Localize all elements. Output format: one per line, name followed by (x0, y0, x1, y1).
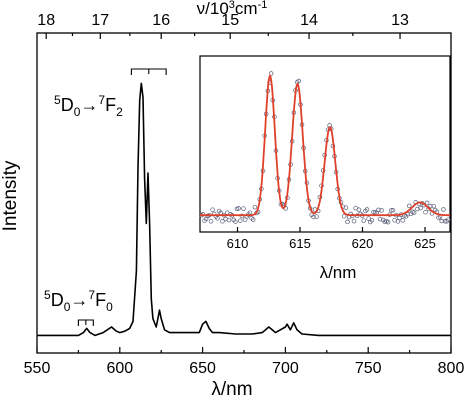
top-tick-label: 15 (221, 12, 239, 29)
inset-x-tick-label: 615 (289, 236, 311, 251)
inset-data-point (406, 203, 412, 209)
inset-data-point (343, 205, 349, 210)
inset-data-point (431, 203, 436, 209)
spectrum-line (37, 82, 451, 337)
inset-data-point (233, 219, 238, 224)
inset-data-point (441, 207, 446, 212)
top-tick-label: 16 (152, 12, 170, 29)
x-tick-label: 800 (438, 360, 465, 377)
inset-data-point (445, 217, 451, 222)
inset-data-point (314, 214, 319, 219)
x-tick-label: 600 (106, 360, 133, 377)
x-tick-label: 650 (189, 360, 216, 377)
inset-data-point (428, 204, 433, 209)
inset-data-point (376, 207, 381, 213)
x-tick-label: 700 (272, 360, 299, 377)
inset-data-point (237, 218, 243, 223)
inset-data-point (385, 219, 391, 225)
inset-data-point (268, 71, 274, 76)
inset-data-point (415, 206, 420, 212)
x-tick-label: 550 (24, 360, 51, 377)
inset-data-point (226, 217, 232, 223)
inset-x-tick-label: 625 (414, 236, 436, 251)
main-plot-group: 550 600 650 700 750 800 18 17 16 15 14 13 (24, 12, 465, 377)
inset-data-point (390, 207, 396, 213)
inset-data-point (296, 78, 301, 84)
inset-data-point (341, 213, 347, 219)
transition-label-f0: 5D0→7F0 (44, 288, 113, 314)
inset-x-tick-label: 620 (352, 236, 374, 251)
inset-data-point (395, 219, 401, 224)
inset-data-point (418, 205, 423, 211)
inset-data-point (371, 209, 376, 215)
inset-data-point (220, 219, 225, 224)
inset-data-point (250, 217, 256, 222)
inset-data-point (400, 218, 405, 223)
inset-data-point (377, 216, 383, 222)
inset-data-point (379, 208, 384, 213)
top-axis-label: ν/103cm-1 (197, 0, 268, 18)
inset-data-point (369, 217, 375, 223)
inset-data-point (236, 206, 241, 211)
inset-data-point (241, 206, 246, 211)
inset-data-point (389, 208, 394, 213)
inset-data-point (364, 207, 370, 212)
inset-x-axis-label: λ/nm (320, 263, 357, 282)
inset-data-point (411, 210, 417, 215)
inset-data-point (208, 219, 214, 224)
inset-plot-group: 610 615 620 625 (199, 71, 451, 251)
inset-data-point (210, 207, 215, 212)
inset-data-point (345, 219, 350, 225)
x-tick-label: 750 (355, 360, 382, 377)
inset-data-point (439, 218, 444, 224)
top-tick-label: 17 (91, 12, 109, 29)
x-axis-label: λ/nm (211, 379, 252, 400)
inset-data-point (424, 200, 430, 206)
inset-frame (199, 55, 451, 233)
inset-data-point (356, 207, 362, 213)
top-tick-label: 14 (300, 12, 318, 29)
inset-fit-curve (200, 74, 450, 217)
inset-data-point (252, 204, 258, 210)
y-axis-label: Intensity (0, 160, 21, 231)
inset-data-point (215, 216, 220, 221)
top-tick-label: 18 (37, 12, 55, 29)
inset-x-tick-label: 610 (227, 236, 249, 251)
transition-label-f2: 5D0→7F2 (54, 93, 123, 119)
inset-data-point (423, 209, 428, 215)
inset-data-point (351, 218, 357, 224)
inset-data-point (361, 218, 366, 223)
top-tick-label: 13 (391, 12, 409, 29)
inset-data-point (311, 214, 316, 220)
